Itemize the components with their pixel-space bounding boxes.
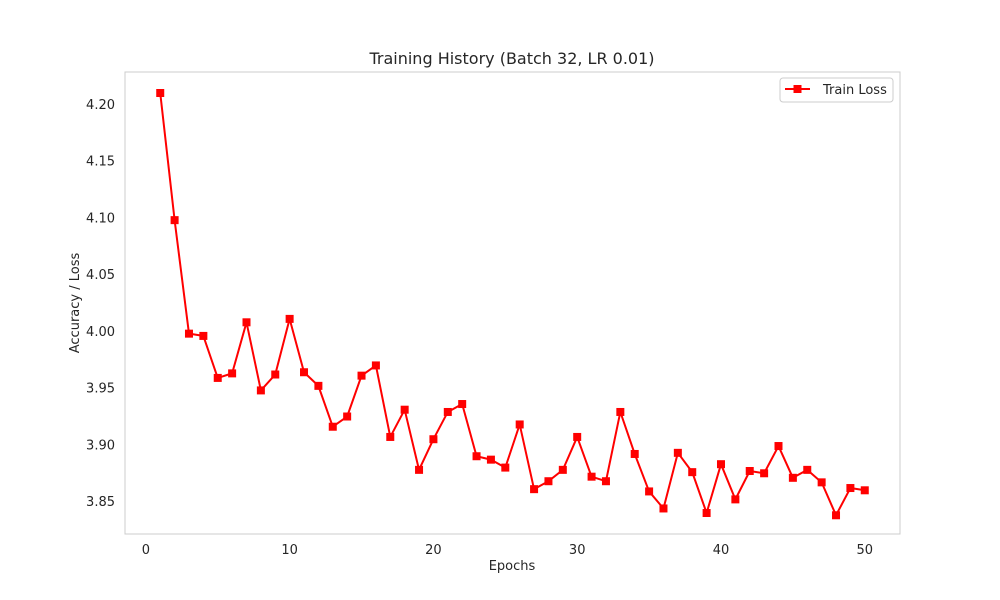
data-point <box>199 331 208 340</box>
legend-marker <box>793 85 802 93</box>
data-point <box>515 420 524 429</box>
data-point <box>659 504 668 513</box>
data-point <box>213 373 222 382</box>
data-point <box>242 318 251 327</box>
x-tick-label: 30 <box>569 543 586 558</box>
data-point <box>256 386 265 395</box>
plot-area <box>124 71 901 535</box>
series-line <box>159 92 865 517</box>
y-tick-label: 3.85 <box>86 495 115 510</box>
data-point <box>688 468 697 477</box>
data-point <box>357 371 366 380</box>
data-point <box>760 469 769 478</box>
data-point <box>587 472 596 481</box>
x-tick-label: 20 <box>425 543 442 558</box>
data-point <box>601 477 610 486</box>
data-point <box>832 511 841 520</box>
data-point <box>860 486 869 495</box>
data-point <box>846 484 855 493</box>
data-point <box>343 412 352 421</box>
y-tick-label: 3.90 <box>86 438 115 453</box>
legend-label: Train Loss <box>822 83 887 98</box>
data-point <box>271 370 280 379</box>
data-point <box>731 495 740 504</box>
data-point <box>530 485 539 494</box>
data-point <box>716 460 725 469</box>
data-point <box>472 452 481 461</box>
data-point <box>429 435 438 444</box>
data-point <box>544 477 553 486</box>
data-point <box>458 400 467 409</box>
x-tick-label: 0 <box>142 543 150 558</box>
y-tick-label: 4.05 <box>86 268 115 283</box>
data-point <box>486 455 495 464</box>
chart-title: Training History (Batch 32, LR 0.01) <box>368 49 654 68</box>
data-point <box>673 448 682 457</box>
data-point <box>573 432 582 441</box>
data-point <box>645 487 654 496</box>
data-point <box>616 407 625 416</box>
data-point <box>228 369 237 378</box>
y-tick-label: 4.20 <box>86 98 115 113</box>
data-point <box>788 473 797 482</box>
y-tick-label: 4.15 <box>86 155 115 170</box>
data-point <box>328 422 337 431</box>
data-point <box>156 89 165 97</box>
data-point <box>371 361 380 370</box>
data-point <box>170 216 179 225</box>
x-tick-label: 40 <box>713 543 730 558</box>
data-point <box>501 463 510 472</box>
data-point <box>817 478 826 487</box>
data-point <box>803 465 812 474</box>
data-point <box>443 407 452 416</box>
data-point <box>415 465 424 474</box>
y-axis-label: Accuracy / Loss <box>68 253 83 354</box>
data-point <box>184 329 193 338</box>
data-point <box>400 405 409 414</box>
y-tick-label: 3.95 <box>86 382 115 397</box>
legend: Train Loss <box>779 77 894 103</box>
series-train-loss <box>156 89 869 520</box>
y-tick-label: 4.10 <box>86 211 115 226</box>
x-tick-label: 50 <box>856 543 873 558</box>
data-point <box>558 465 567 474</box>
x-axis-ticks: 0 10 20 30 40 50 <box>142 543 873 558</box>
data-point <box>300 368 309 377</box>
data-point <box>630 449 639 458</box>
x-axis-label: Epochs <box>489 559 536 574</box>
y-axis-ticks: 3.85 3.90 3.95 4.00 4.05 4.10 4.15 4.20 <box>86 98 115 510</box>
y-tick-label: 4.00 <box>86 325 115 340</box>
data-point <box>285 314 294 323</box>
data-point <box>386 432 395 441</box>
x-tick-label: 10 <box>281 543 298 558</box>
data-point <box>702 509 711 517</box>
legend-box <box>779 77 894 103</box>
data-point <box>774 442 783 451</box>
data-point <box>314 381 323 390</box>
data-point <box>745 467 754 475</box>
